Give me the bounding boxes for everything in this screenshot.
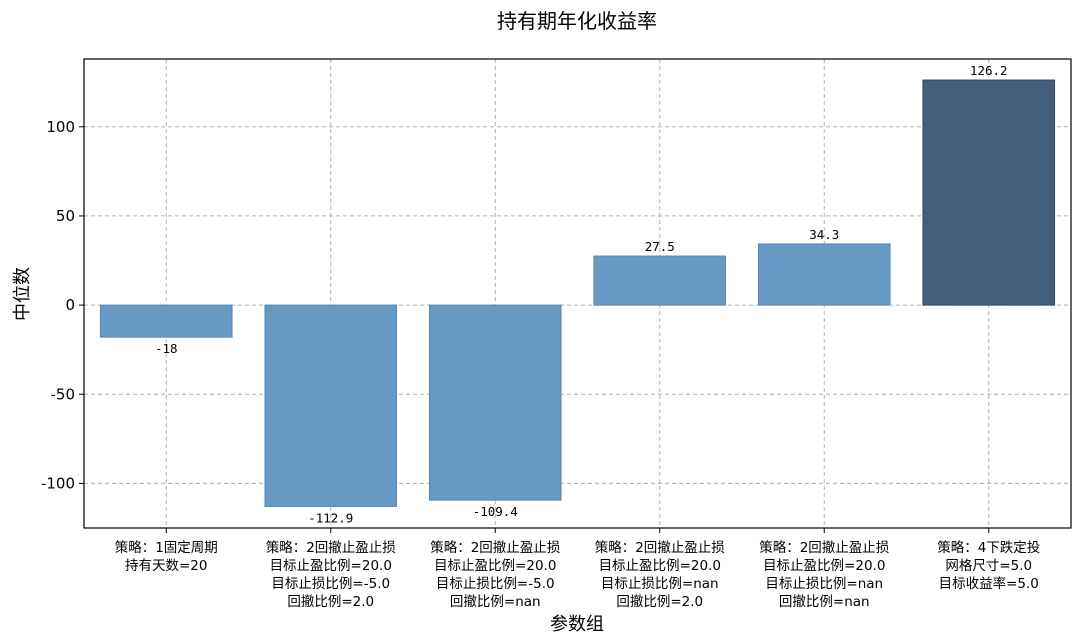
x-tick-label-line: 回撤比例=2.0	[287, 594, 374, 610]
y-tick-label: 100	[46, 118, 75, 136]
x-tick-label: 策略：2回撤止盈止损目标止盈比例=20.0 目标止损比例=nan 回撤比例=nan	[759, 539, 890, 610]
bar	[99, 304, 233, 338]
y-tick-label: 50	[56, 207, 75, 225]
x-tick-label-line: 回撤比例=nan	[450, 594, 541, 610]
x-tick-label: 策略：1固定周期持有天数=20	[115, 539, 218, 574]
x-tick-label-line: 目标止盈比例=20.0	[434, 558, 556, 574]
x-tick-label-line: 目标止盈比例=20.0	[270, 558, 392, 574]
y-tick-label: -100	[41, 474, 75, 492]
x-tick-label-line: 策略：2回撤止盈止损	[430, 539, 561, 556]
x-tick-label-line: 持有天数=20	[125, 558, 208, 574]
x-tick-label: 策略：2回撤止盈止损目标止盈比例=20.0 目标止损比例=nan 回撤比例=2.0	[595, 539, 726, 610]
y-axis-ticks: -100 -50 0 50 100	[41, 118, 84, 492]
x-tick-label-line: 回撤比例=nan	[779, 594, 870, 610]
bar	[428, 304, 562, 501]
bars	[99, 79, 1056, 507]
y-tick-label: -50	[51, 385, 76, 403]
x-tick-label-line: 目标止损比例=nan	[601, 576, 719, 592]
x-tick-label-line: 回撤比例=2.0	[616, 594, 703, 610]
plot-frame	[83, 58, 1072, 529]
x-tick-label-line: 目标止盈比例=20.0	[599, 558, 721, 574]
bar	[593, 255, 727, 306]
bar-value-label: -18	[155, 341, 178, 356]
x-axis-title: 参数组	[550, 614, 604, 635]
x-tick-label-line: 网格尺寸=5.0	[945, 558, 1032, 574]
x-tick-label-line: 目标止盈比例=20.0	[763, 558, 885, 574]
data-labels: -18 -112.9 -109.4 27.5 34.3 126.2	[155, 63, 1008, 525]
x-tick-label: 策略：2回撤止盈止损目标止盈比例=20.0 目标止损比例=-5.0 回撤比例=nan	[430, 539, 561, 610]
x-tick-label-line: 目标止损比例=nan	[765, 576, 883, 592]
bar-value-label: 27.5	[645, 239, 675, 254]
x-tick-label: 策略：2回撤止盈止损目标止盈比例=20.0 目标止损比例=-5.0 回撤比例=2.0	[266, 539, 397, 610]
y-tick-label: 0	[65, 296, 75, 314]
x-tick-label-line: 目标止损比例=-5.0	[436, 576, 555, 592]
bar-value-label: 126.2	[970, 63, 1008, 78]
bar	[264, 304, 398, 507]
x-tick-label-line: 策略：2回撤止盈止损	[595, 539, 726, 556]
x-tick-label-line: 策略：1固定周期	[115, 539, 218, 556]
bar	[757, 243, 891, 306]
x-tick-label-line: 目标止损比例=-5.0	[271, 576, 390, 592]
x-tick-label: 策略：4下跌定投网格尺寸=5.0 目标收益率=5.0	[937, 539, 1040, 592]
x-tick-label-line: 目标收益率=5.0	[939, 575, 1039, 592]
bar-value-label: 34.3	[809, 227, 839, 242]
chart-title: 持有期年化收益率	[497, 9, 657, 33]
y-axis-title: 中位数	[12, 267, 33, 321]
bar	[922, 79, 1056, 306]
x-tick-label-line: 策略：2回撤止盈止损	[759, 539, 890, 556]
x-tick-label-line: 策略：4下跌定投	[937, 539, 1040, 556]
x-tick-label-line: 策略：2回撤止盈止损	[266, 539, 397, 556]
bar-value-label: -112.9	[308, 510, 353, 525]
bar-value-label: -109.4	[473, 504, 518, 519]
